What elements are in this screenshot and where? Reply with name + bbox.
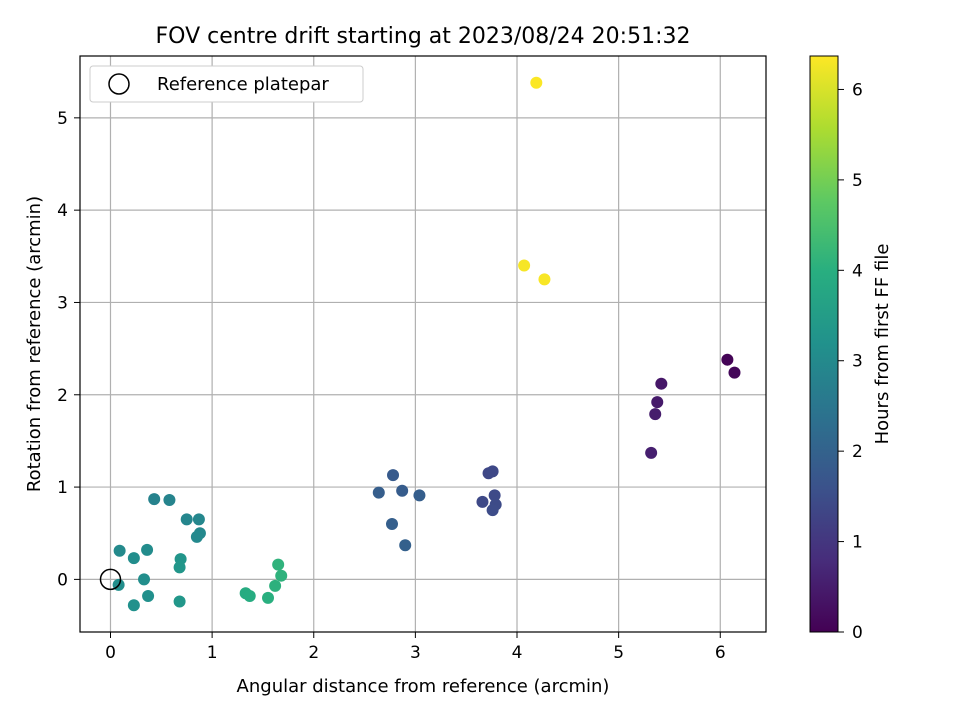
y-axis-ticks: 0 1 2 3 4 5	[57, 109, 80, 590]
grid	[80, 56, 766, 632]
data-point	[486, 504, 499, 517]
data-point	[538, 273, 551, 286]
y-tick-label: 1	[57, 478, 68, 498]
data-point	[387, 469, 400, 482]
data-point	[728, 366, 741, 379]
data-point	[399, 539, 412, 552]
data-point	[173, 561, 186, 574]
data-point	[651, 396, 664, 409]
data-point	[486, 465, 499, 478]
data-point	[386, 518, 399, 530]
colorbar-tick-label: 3	[852, 352, 863, 372]
data-point	[272, 558, 285, 571]
data-point	[275, 569, 288, 582]
data-point	[180, 513, 193, 526]
colorbar-label: Hours from first FF file	[872, 244, 893, 445]
y-tick-label: 3	[57, 293, 68, 313]
data-point	[396, 484, 409, 497]
y-tick-label: 5	[57, 109, 68, 129]
data-point	[113, 544, 126, 557]
data-point	[476, 495, 489, 508]
x-tick-label: 5	[613, 643, 624, 663]
data-point	[530, 76, 543, 89]
colorbar-tick-label: 2	[852, 442, 863, 462]
x-axis-ticks: 0 1 2 3 4 5 6	[105, 632, 726, 663]
x-tick-label: 6	[715, 643, 726, 663]
data-point	[649, 408, 662, 421]
data-point	[148, 493, 161, 506]
colorbar-ticks: 0 1 2 3 4 5 6	[838, 80, 863, 643]
data-point	[372, 486, 385, 499]
legend-label: Reference platepar	[157, 74, 329, 95]
colorbar-tick-label: 6	[852, 80, 863, 100]
data-point	[142, 590, 155, 602]
chart-title: FOV centre drift starting at 2023/08/24 …	[156, 24, 691, 49]
data-point	[262, 591, 275, 604]
data-point	[721, 353, 734, 366]
data-point	[413, 489, 426, 502]
x-tick-label: 2	[308, 643, 319, 663]
x-tick-label: 4	[512, 643, 523, 663]
data-point	[163, 494, 176, 506]
data-point	[127, 552, 140, 565]
y-axis-label: Rotation from reference (arcmin)	[24, 196, 45, 492]
y-tick-label: 0	[57, 570, 68, 590]
colorbar-tick-label: 0	[852, 623, 863, 643]
legend-box	[89, 65, 364, 103]
data-point	[269, 579, 282, 592]
x-tick-label: 3	[410, 643, 421, 663]
data-point	[127, 599, 140, 612]
data-point	[243, 590, 256, 602]
data-point	[138, 573, 151, 586]
colorbar-tick-label: 1	[852, 533, 863, 553]
data-point	[192, 513, 205, 526]
data-points	[99, 76, 741, 612]
y-tick-label: 4	[57, 201, 68, 221]
data-point	[173, 595, 186, 608]
colorbar	[809, 55, 839, 633]
reference-marker	[99, 568, 122, 591]
legend: Reference platepar	[89, 65, 364, 103]
data-point	[645, 446, 658, 459]
colorbar-tick-label: 4	[852, 261, 863, 281]
x-axis-label: Angular distance from reference (arcmin)	[237, 676, 610, 697]
data-point	[488, 489, 501, 502]
data-point	[190, 530, 203, 543]
colorbar-tick-label: 5	[852, 171, 863, 191]
x-tick-label: 1	[207, 643, 218, 663]
legend-marker	[108, 73, 130, 95]
x-tick-label: 0	[105, 643, 116, 663]
y-tick-label: 2	[57, 386, 68, 406]
plot-frame	[79, 55, 767, 633]
data-point	[141, 543, 154, 556]
data-point	[655, 377, 668, 390]
data-point	[518, 259, 531, 272]
